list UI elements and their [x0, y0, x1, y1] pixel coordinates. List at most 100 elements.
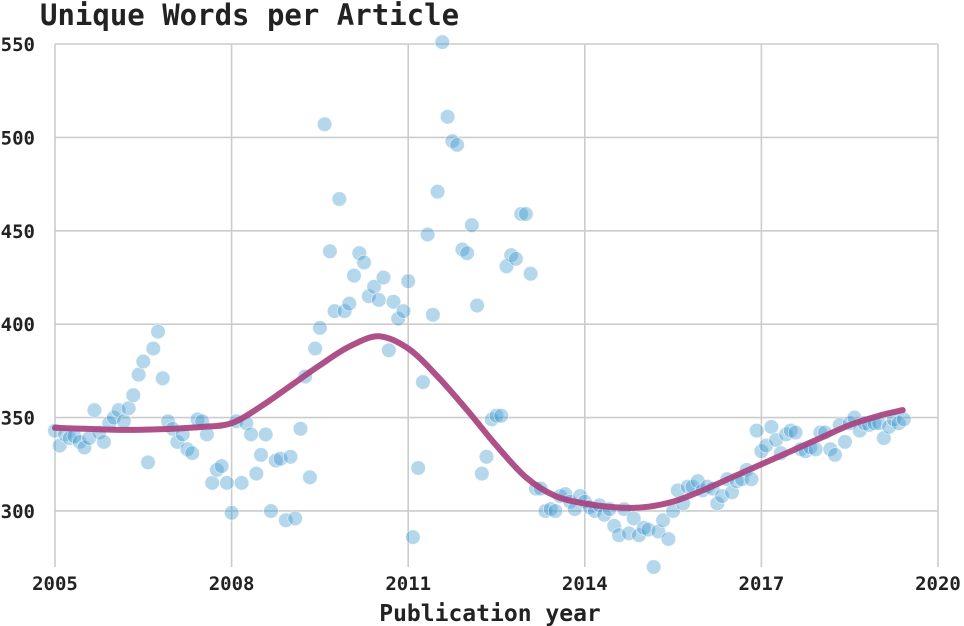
x-axis-label: Publication year [379, 601, 601, 626]
data-point [243, 426, 259, 443]
data-point [478, 449, 495, 465]
data-point [125, 387, 142, 403]
data-point [419, 226, 436, 243]
data-point [655, 512, 671, 529]
data-point [346, 267, 362, 284]
data-point [154, 370, 171, 387]
data-point [253, 447, 269, 463]
data-point [120, 400, 137, 416]
data-point [135, 353, 152, 370]
data-point [282, 449, 299, 465]
x-tick-label: 2011 [385, 573, 431, 595]
data-point [763, 419, 780, 435]
data-point [547, 503, 564, 519]
data-point [621, 525, 637, 542]
data-point [322, 243, 338, 260]
data-point [336, 303, 353, 319]
data-point [493, 408, 509, 424]
data-point [626, 510, 642, 527]
data-point [258, 426, 274, 443]
x-tick-label: 2017 [739, 573, 785, 595]
data-point [749, 422, 765, 439]
scatter-points [47, 34, 912, 575]
data-point [876, 430, 892, 446]
data-point [312, 320, 328, 336]
data-point [292, 421, 309, 437]
data-point [351, 245, 368, 261]
y-tick-label: 550 [1, 34, 35, 56]
data-point [439, 109, 456, 125]
tick-labels: 2005 2008 2011 2014 2017 2020 300 350 400 450 500 5… [1, 34, 961, 595]
y-tick-label: 400 [1, 314, 35, 336]
data-point [278, 512, 294, 529]
data-point [361, 288, 377, 304]
data-point [371, 292, 387, 308]
data-point [233, 475, 250, 491]
data-point [459, 245, 475, 261]
data-point [385, 294, 402, 310]
data-point [76, 439, 93, 456]
data-point [611, 527, 627, 543]
y-tick-label: 350 [1, 408, 35, 430]
x-tick-label: 2014 [562, 573, 608, 595]
data-point [415, 374, 431, 390]
data-point [395, 303, 412, 319]
data-point [474, 465, 490, 482]
data-point [390, 310, 406, 327]
data-point [606, 518, 622, 534]
data-point [110, 402, 127, 418]
data-point [881, 419, 897, 435]
data-point [375, 269, 392, 286]
data-point [469, 297, 485, 314]
data-point [513, 206, 529, 222]
data-point [213, 458, 230, 474]
data-point [140, 454, 156, 471]
data-point [631, 527, 647, 543]
data-point [709, 495, 726, 512]
data-point [341, 295, 358, 312]
data-point [145, 340, 162, 357]
data-point [116, 413, 132, 430]
data-point [106, 409, 122, 426]
data-point [518, 206, 534, 222]
data-point [714, 488, 730, 504]
data-point [640, 521, 657, 538]
data-point [646, 559, 662, 575]
data-point [837, 434, 853, 450]
data-point [130, 366, 147, 383]
data-point [522, 266, 539, 282]
data-point [381, 342, 397, 359]
chart-title: Unique Words per Article [40, 0, 459, 32]
data-point [331, 191, 348, 207]
data-point [425, 307, 441, 323]
data-point [302, 469, 318, 486]
data-point [96, 434, 112, 450]
data-point [758, 437, 774, 454]
data-point [896, 411, 912, 428]
data-point [204, 475, 220, 491]
y-tick-label: 500 [1, 127, 35, 149]
data-point [410, 460, 426, 476]
x-tick-label: 2008 [209, 573, 255, 595]
grid-lines [54, 43, 939, 567]
data-point [356, 254, 372, 271]
y-tick-label: 300 [1, 501, 35, 523]
y-tick-label: 450 [1, 221, 35, 243]
data-point [449, 137, 465, 153]
trend-curve [52, 333, 906, 511]
data-point [488, 408, 505, 424]
data-point [219, 475, 235, 491]
data-point [464, 217, 480, 233]
data-point [405, 529, 421, 545]
data-point [316, 116, 333, 133]
data-point [434, 34, 451, 50]
data-point [508, 251, 524, 267]
data-point [248, 465, 264, 482]
data-point [400, 273, 416, 289]
data-point [787, 424, 804, 441]
data-point [263, 503, 279, 519]
data-point [307, 340, 323, 357]
x-tick-label: 2005 [32, 573, 78, 595]
data-point [184, 445, 200, 461]
